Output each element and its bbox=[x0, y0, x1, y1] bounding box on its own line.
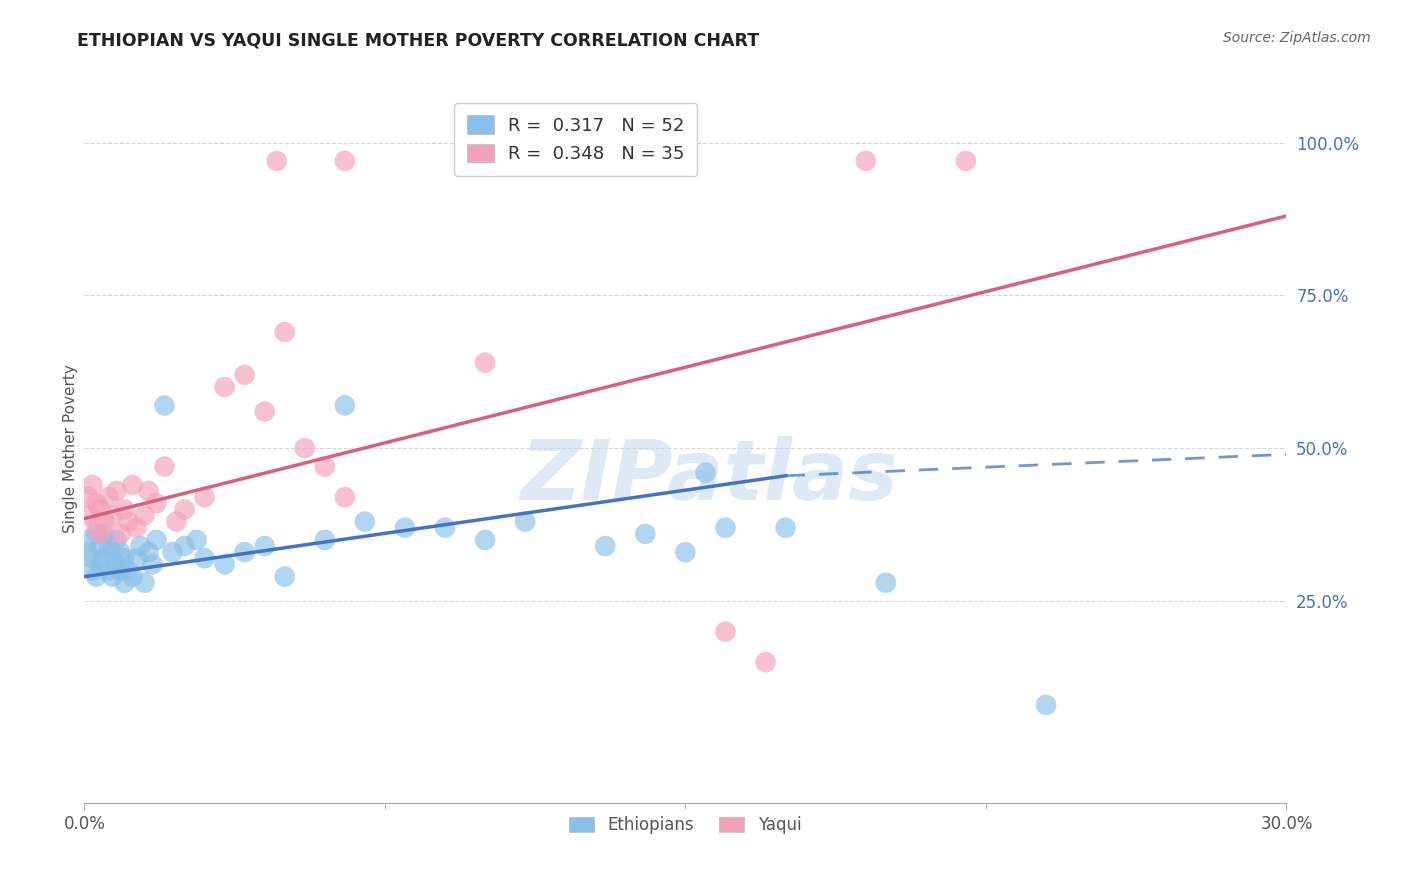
Point bbox=[233, 545, 256, 559]
Point bbox=[97, 564, 120, 578]
Point bbox=[166, 515, 188, 529]
Point bbox=[855, 153, 877, 168]
Point bbox=[117, 564, 139, 578]
Point bbox=[77, 533, 100, 547]
Point bbox=[82, 478, 104, 492]
Point bbox=[274, 325, 297, 339]
Point bbox=[134, 508, 156, 523]
Point bbox=[875, 575, 897, 590]
Point bbox=[595, 539, 617, 553]
Point bbox=[294, 442, 316, 455]
Point bbox=[153, 459, 176, 474]
Point bbox=[105, 558, 128, 572]
Point bbox=[314, 533, 336, 547]
Point bbox=[141, 558, 163, 572]
Point bbox=[333, 153, 356, 168]
Point bbox=[354, 515, 377, 529]
Point bbox=[114, 575, 135, 590]
Point bbox=[121, 478, 143, 492]
Point bbox=[145, 533, 167, 547]
Point bbox=[955, 153, 977, 168]
Point bbox=[434, 521, 457, 535]
Point bbox=[101, 545, 124, 559]
Point bbox=[145, 496, 167, 510]
Point bbox=[121, 569, 143, 583]
Point bbox=[755, 655, 778, 669]
Point bbox=[253, 539, 276, 553]
Point bbox=[474, 533, 496, 547]
Point bbox=[89, 502, 111, 516]
Point bbox=[114, 551, 135, 566]
Text: ETHIOPIAN VS YAQUI SINGLE MOTHER POVERTY CORRELATION CHART: ETHIOPIAN VS YAQUI SINGLE MOTHER POVERTY… bbox=[77, 31, 759, 49]
Point bbox=[474, 356, 496, 370]
Point bbox=[214, 380, 236, 394]
Point bbox=[77, 508, 100, 523]
Point bbox=[266, 153, 288, 168]
Point bbox=[82, 551, 104, 566]
Point bbox=[138, 483, 160, 498]
Point bbox=[153, 399, 176, 413]
Point bbox=[117, 515, 139, 529]
Point bbox=[86, 569, 108, 583]
Point bbox=[634, 526, 657, 541]
Point bbox=[97, 490, 120, 504]
Point bbox=[253, 404, 276, 418]
Text: ZIPatlas: ZIPatlas bbox=[520, 436, 898, 517]
Point bbox=[114, 502, 135, 516]
Legend: Ethiopians, Yaqui: Ethiopians, Yaqui bbox=[562, 809, 808, 840]
Point bbox=[110, 545, 132, 559]
Point bbox=[125, 551, 148, 566]
Point bbox=[93, 526, 115, 541]
Point bbox=[125, 521, 148, 535]
Point bbox=[89, 539, 111, 553]
Point bbox=[394, 521, 416, 535]
Point bbox=[214, 558, 236, 572]
Point bbox=[173, 539, 195, 553]
Point bbox=[162, 545, 184, 559]
Point bbox=[110, 564, 132, 578]
Text: Source: ZipAtlas.com: Source: ZipAtlas.com bbox=[1223, 31, 1371, 45]
Point bbox=[138, 545, 160, 559]
Point bbox=[274, 569, 297, 583]
Point bbox=[86, 496, 108, 510]
Point bbox=[233, 368, 256, 382]
Point bbox=[186, 533, 208, 547]
Point bbox=[86, 521, 108, 535]
Point bbox=[714, 624, 737, 639]
Point bbox=[82, 564, 104, 578]
Point bbox=[77, 545, 100, 559]
Point bbox=[775, 521, 797, 535]
Point bbox=[194, 551, 217, 566]
Point bbox=[695, 466, 717, 480]
Point bbox=[515, 515, 537, 529]
Point bbox=[97, 539, 120, 553]
Point bbox=[194, 490, 217, 504]
Point bbox=[101, 508, 124, 523]
Point bbox=[129, 539, 152, 553]
Point bbox=[314, 459, 336, 474]
Point bbox=[675, 545, 697, 559]
Point bbox=[105, 533, 128, 547]
Point bbox=[89, 558, 111, 572]
Point bbox=[333, 399, 356, 413]
Y-axis label: Single Mother Poverty: Single Mother Poverty bbox=[63, 364, 77, 533]
Point bbox=[134, 575, 156, 590]
Point bbox=[1035, 698, 1057, 712]
Point bbox=[93, 515, 115, 529]
Point bbox=[101, 569, 124, 583]
Point bbox=[86, 526, 108, 541]
Point bbox=[77, 490, 100, 504]
Point bbox=[333, 490, 356, 504]
Point bbox=[89, 526, 111, 541]
Point bbox=[714, 521, 737, 535]
Point bbox=[93, 551, 115, 566]
Point bbox=[110, 526, 132, 541]
Point bbox=[105, 483, 128, 498]
Point bbox=[173, 502, 195, 516]
